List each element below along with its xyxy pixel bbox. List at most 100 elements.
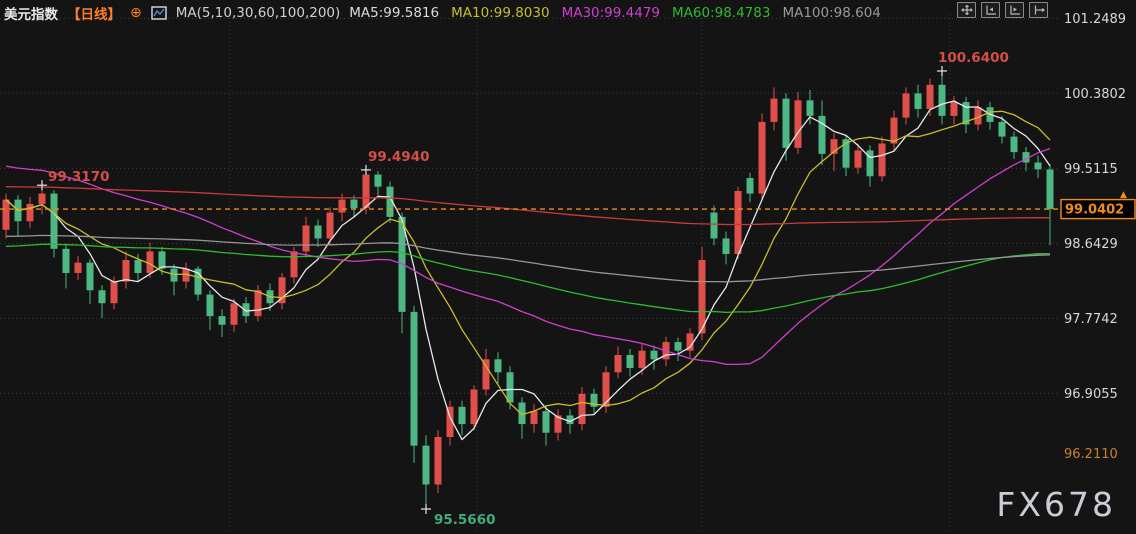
candle-body: [350, 199, 358, 209]
candle-body: [146, 251, 154, 273]
ma-legend-item: MA10:99.8030: [451, 5, 550, 21]
candle-body: [482, 359, 490, 390]
ma-legend-item: MA30:99.4479: [561, 5, 660, 21]
candle-body: [782, 98, 790, 148]
y-axis-label: 100.3802: [1064, 87, 1126, 102]
price-up-arrow-icon: ▲: [1120, 190, 1127, 200]
candle-body: [746, 178, 754, 194]
candle-body: [566, 415, 574, 425]
move-pan-icon[interactable]: [957, 2, 976, 18]
mini-chart-icon[interactable]: [151, 6, 167, 20]
y-axis-label: 99.5115: [1064, 162, 1118, 177]
ma-line-100: [5, 234, 1051, 283]
y-axis-label: 98.6429: [1064, 237, 1118, 252]
candle-body: [446, 406, 454, 438]
candle-body: [158, 251, 166, 269]
candle-body: [2, 199, 10, 230]
ma-legend-item: MA5:99.5816: [349, 5, 440, 21]
candle-body: [890, 117, 898, 144]
candle-body: [38, 193, 46, 204]
playback-icon[interactable]: [1005, 2, 1024, 18]
candle-body: [1022, 152, 1030, 163]
candle-body: [962, 102, 970, 125]
candle-body: [470, 389, 478, 425]
y-axis-low-label: 96.2110: [1064, 447, 1118, 462]
candle-body: [506, 372, 514, 403]
candle-body: [410, 311, 418, 446]
candle-body: [1046, 169, 1054, 210]
candle-body: [26, 203, 34, 222]
price-annotation: 99.4940: [368, 149, 430, 165]
ma-legend-item: MA60:98.4783: [672, 5, 771, 21]
candle-body: [98, 290, 106, 304]
candle-body: [50, 193, 58, 249]
candle-body: [110, 281, 118, 304]
candle-body: [866, 150, 874, 177]
candle-body: [938, 84, 946, 116]
candle-body: [86, 262, 94, 291]
candle-body: [218, 316, 226, 325]
candle-body: [182, 268, 190, 282]
ma-line-10: [5, 110, 1051, 416]
candle-body: [770, 98, 778, 122]
compare-add-icon[interactable]: ⊕: [130, 5, 142, 21]
candle-body: [734, 190, 742, 254]
candle-body: [590, 393, 598, 407]
candle-body: [926, 84, 934, 109]
candle-body: [674, 342, 682, 351]
ma-line-5: [5, 100, 1051, 441]
candle-body: [794, 100, 802, 148]
price-annotation: 95.5660: [434, 512, 496, 528]
candle-body: [62, 248, 70, 273]
symbol-title: 美元指数: [4, 7, 58, 23]
candle-body: [338, 199, 346, 213]
timeframe-label[interactable]: 【日线】: [67, 7, 121, 23]
ma-legend-item: MA100:98.604: [782, 5, 881, 21]
candle-body: [194, 268, 202, 295]
ma-params-label: MA(5,10,30,60,100,200): [175, 5, 341, 21]
watermark: FX678: [996, 485, 1116, 524]
candle-body: [758, 121, 766, 194]
candle-body: [326, 212, 334, 239]
current-price-box: [1060, 198, 1136, 220]
candle-body: [830, 139, 838, 154]
candle-body: [710, 212, 718, 239]
jump-latest-icon[interactable]: [1029, 2, 1048, 18]
candle-body: [686, 333, 694, 351]
candle-body: [578, 393, 586, 425]
candle-body: [878, 143, 886, 177]
ma-line-60: [5, 243, 1051, 314]
candle-body: [818, 115, 826, 154]
chart-toolbar: [957, 2, 1048, 18]
candle-body: [602, 372, 610, 407]
candle-body: [422, 445, 430, 485]
candle-body: [122, 260, 130, 282]
candle-body: [914, 93, 922, 109]
price-annotation: 100.6400: [938, 50, 1009, 66]
candle-body: [614, 355, 622, 373]
candle-body: [458, 406, 466, 425]
candle-body: [518, 402, 526, 425]
candle-body: [698, 260, 706, 334]
y-axis-label: 97.7742: [1064, 312, 1118, 327]
candle-body: [302, 225, 310, 252]
candle-body: [374, 174, 382, 187]
candle-body: [362, 174, 370, 209]
candle-body: [242, 303, 250, 317]
current-price-label: 99.0402: [1065, 203, 1124, 218]
candle-body: [134, 260, 142, 273]
jump-start-icon[interactable]: [981, 2, 1000, 18]
chart-header: 美元指数 【日线】 ⊕ MA(5,10,30,60,100,200) MA5:9…: [4, 2, 881, 24]
candle-body: [806, 100, 814, 116]
candle-body: [230, 303, 238, 325]
candle-body: [1034, 162, 1042, 170]
candle-body: [386, 186, 394, 217]
candle-body: [974, 107, 982, 125]
y-axis-label: 101.2489: [1064, 12, 1126, 27]
candle-body: [554, 415, 562, 433]
price-annotation: 99.3170: [48, 169, 110, 185]
candle-body: [626, 355, 634, 368]
candle-body: [206, 294, 214, 317]
